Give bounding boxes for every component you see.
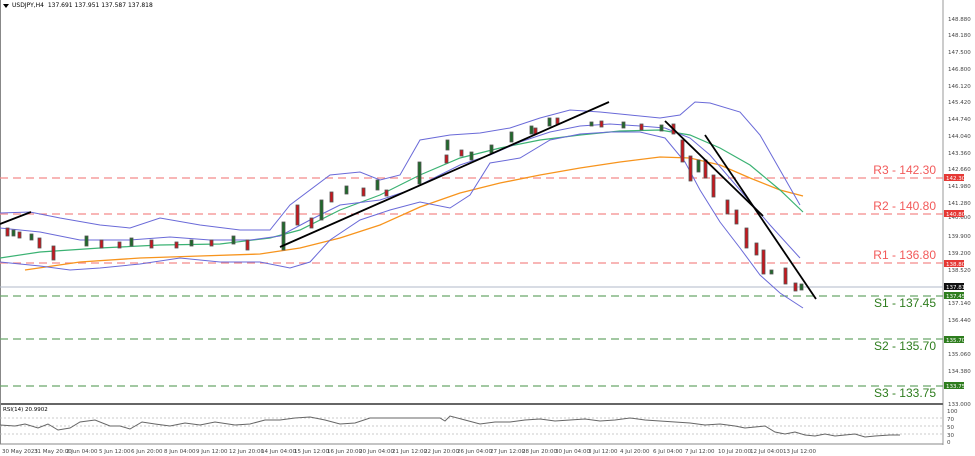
svg-text:148.180: 148.180 xyxy=(948,33,971,39)
svg-text:2 Jun 04:00: 2 Jun 04:00 xyxy=(66,449,98,455)
svg-text:137.450: 137.450 xyxy=(946,294,969,300)
svg-text:0: 0 xyxy=(947,440,951,446)
svg-text:14 Jun 04:00: 14 Jun 04:00 xyxy=(261,449,296,455)
svg-text:15 Jun 12:00: 15 Jun 12:00 xyxy=(294,449,329,455)
svg-text:141.980: 141.980 xyxy=(948,184,971,190)
bollinger-mid xyxy=(0,123,801,259)
svg-text:27 Jun 12:00: 27 Jun 12:00 xyxy=(490,449,525,455)
svg-text:146.120: 146.120 xyxy=(948,84,971,90)
rsi-panel: 100 70 50 30 0 xyxy=(0,409,958,446)
svg-text:30 May 2023: 30 May 2023 xyxy=(2,449,38,455)
svg-text:140.600: 140.600 xyxy=(948,215,971,221)
support-lines xyxy=(0,295,943,387)
rsi-title: RSI(14) 20.9902 xyxy=(3,407,48,413)
svg-text:22 Jun 20:00: 22 Jun 20:00 xyxy=(424,449,459,455)
s3-label: S3 - 133.75 xyxy=(874,386,936,400)
svg-text:145.420: 145.420 xyxy=(948,100,971,106)
r2-label: R2 - 140.80 xyxy=(873,199,936,213)
svg-text:3 Jul 12:00: 3 Jul 12:00 xyxy=(588,449,618,455)
svg-text:16 Jun 20:00: 16 Jun 20:00 xyxy=(327,449,362,455)
svg-text:139.900: 139.900 xyxy=(948,234,971,240)
svg-text:10 Jul 20:00: 10 Jul 20:00 xyxy=(718,449,751,455)
svg-text:7 Jul 12:00: 7 Jul 12:00 xyxy=(685,449,715,455)
svg-text:20 Jun 04:00: 20 Jun 04:00 xyxy=(359,449,394,455)
svg-text:137.818: 137.818 xyxy=(946,285,969,291)
svg-text:70: 70 xyxy=(947,417,954,423)
svg-text:137.140: 137.140 xyxy=(948,301,971,307)
symbol-label: USDJPY,H4 xyxy=(12,2,44,9)
svg-text:144.740: 144.740 xyxy=(948,117,971,123)
svg-text:12 Jun 20:00: 12 Jun 20:00 xyxy=(229,449,264,455)
svg-text:30 Jun 04:00: 30 Jun 04:00 xyxy=(555,449,590,455)
svg-text:142.660: 142.660 xyxy=(948,167,971,173)
level-price-boxes: 142.300 140.800 138.800 137.818 137.450 … xyxy=(944,174,969,390)
svg-text:141.280: 141.280 xyxy=(948,201,971,207)
svg-text:21 Jun 12:00: 21 Jun 12:00 xyxy=(392,449,427,455)
svg-text:133.000: 133.000 xyxy=(948,402,971,408)
svg-text:30: 30 xyxy=(947,433,954,439)
trendlines xyxy=(0,101,817,300)
svg-text:140.800: 140.800 xyxy=(946,212,969,218)
rsi-line xyxy=(0,415,900,438)
svg-text:142.300: 142.300 xyxy=(946,176,969,182)
ma-orange xyxy=(24,156,804,271)
bollinger-upper xyxy=(0,101,801,231)
svg-text:8 Jun 04:00: 8 Jun 04:00 xyxy=(164,449,196,455)
r3-label: R3 - 142.30 xyxy=(873,163,936,177)
dropdown-triangle-icon[interactable] xyxy=(3,3,9,8)
svg-text:143.360: 143.360 xyxy=(948,151,971,157)
r1-label: R1 - 136.80 xyxy=(873,248,936,262)
chart-header: USDJPY,H4 137.691 137.951 137.587 137.81… xyxy=(3,2,153,9)
svg-text:138.520: 138.520 xyxy=(948,268,971,274)
svg-text:147.500: 147.500 xyxy=(948,50,971,56)
time-axis: 30 May 2023 31 May 20:00 2 Jun 04:00 5 J… xyxy=(2,449,816,455)
svg-text:26 Jun 04:00: 26 Jun 04:00 xyxy=(457,449,492,455)
svg-text:6 Jul 04:00: 6 Jul 04:00 xyxy=(653,449,683,455)
svg-text:135.060: 135.060 xyxy=(948,352,971,358)
svg-text:4 Jul 20:00: 4 Jul 20:00 xyxy=(620,449,650,455)
svg-text:146.800: 146.800 xyxy=(948,67,971,73)
svg-text:139.200: 139.200 xyxy=(948,251,971,257)
svg-text:31 May 20:00: 31 May 20:00 xyxy=(34,449,72,455)
svg-text:135.700: 135.700 xyxy=(946,338,969,344)
ohlc-values: 137.691 137.951 137.587 137.818 xyxy=(47,2,153,9)
s1-label: S1 - 137.45 xyxy=(874,296,936,310)
svg-text:138.800: 138.800 xyxy=(946,262,969,268)
svg-text:100: 100 xyxy=(947,409,958,415)
svg-text:136.440: 136.440 xyxy=(948,318,971,324)
svg-text:133.750: 133.750 xyxy=(946,384,969,390)
svg-text:5 Jun 12:00: 5 Jun 12:00 xyxy=(99,449,131,455)
svg-text:6 Jun 20:00: 6 Jun 20:00 xyxy=(131,449,163,455)
svg-text:28 Jun 20:00: 28 Jun 20:00 xyxy=(522,449,557,455)
svg-text:9 Jun 12:00: 9 Jun 12:00 xyxy=(196,449,228,455)
svg-text:144.040: 144.040 xyxy=(948,134,971,140)
resistance-lines xyxy=(0,177,943,264)
svg-text:13 Jul 12:00: 13 Jul 12:00 xyxy=(783,449,816,455)
svg-text:12 Jul 04:00: 12 Jul 04:00 xyxy=(750,449,783,455)
svg-text:50: 50 xyxy=(947,425,954,431)
svg-text:148.880: 148.880 xyxy=(948,17,971,23)
candlesticks xyxy=(5,117,804,292)
s2-label: S2 - 135.70 xyxy=(874,339,936,353)
bollinger-lower xyxy=(0,131,804,309)
price-axis: 148.880 148.180 147.500 146.800 146.120 … xyxy=(948,17,971,408)
svg-text:134.380: 134.380 xyxy=(948,369,971,375)
